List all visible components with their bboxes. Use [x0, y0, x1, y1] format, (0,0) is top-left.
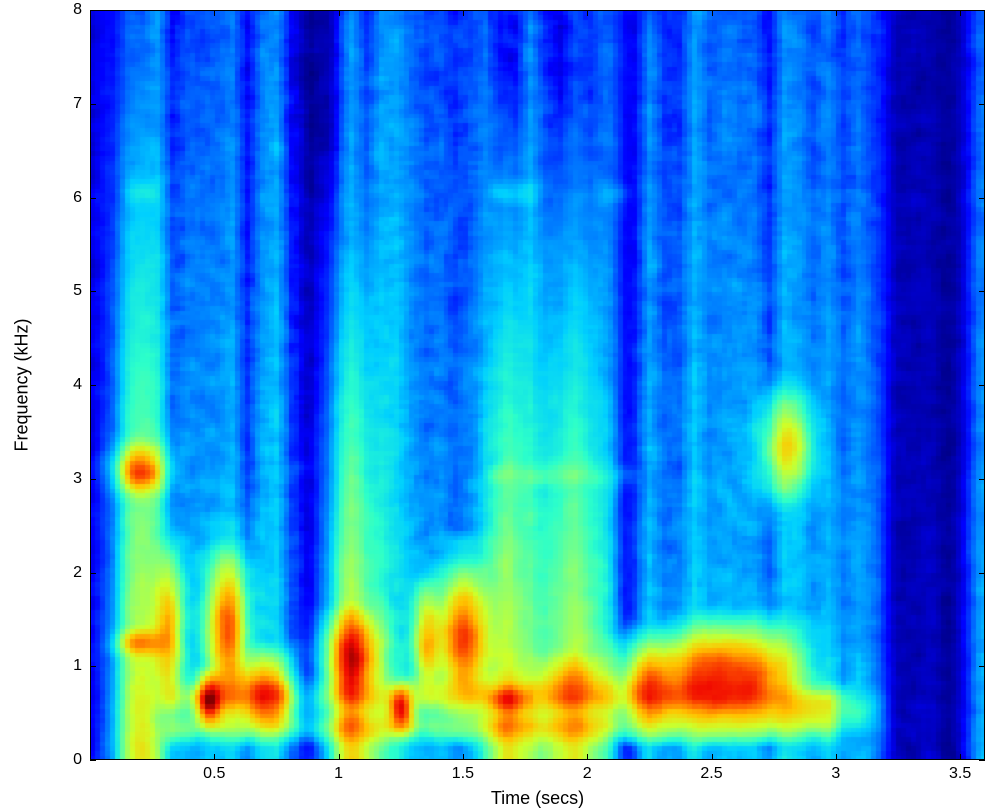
- y-tick-mark-right: [979, 385, 985, 386]
- y-tick-mark-right: [979, 10, 985, 11]
- x-tick-mark: [960, 754, 961, 760]
- y-tick-mark-right: [979, 198, 985, 199]
- x-tick-mark-top: [712, 10, 713, 16]
- x-tick-label: 1: [334, 765, 343, 783]
- x-tick-mark-top: [960, 10, 961, 16]
- x-tick-label: 2.5: [700, 765, 722, 783]
- y-tick-mark: [90, 104, 96, 105]
- y-tick-mark-right: [979, 291, 985, 292]
- y-tick-mark-right: [979, 104, 985, 105]
- y-tick-mark-right: [979, 573, 985, 574]
- x-tick-mark: [214, 754, 215, 760]
- x-tick-mark: [712, 754, 713, 760]
- x-tick-label: 0.5: [203, 765, 225, 783]
- x-tick-label: 1.5: [452, 765, 474, 783]
- y-tick-mark: [90, 573, 96, 574]
- y-tick-mark: [90, 760, 96, 761]
- x-tick-label: 2: [583, 765, 592, 783]
- x-tick-mark: [836, 754, 837, 760]
- x-tick-mark: [463, 754, 464, 760]
- x-tick-label: 3: [831, 765, 840, 783]
- x-tick-mark: [587, 754, 588, 760]
- y-tick-mark: [90, 291, 96, 292]
- y-tick-label: 7: [73, 95, 82, 113]
- y-tick-mark: [90, 479, 96, 480]
- y-tick-label: 2: [73, 564, 82, 582]
- x-tick-mark-top: [463, 10, 464, 16]
- y-tick-mark-right: [979, 666, 985, 667]
- y-tick-label: 1: [73, 657, 82, 675]
- x-tick-mark-top: [214, 10, 215, 16]
- y-tick-label: 8: [73, 1, 82, 19]
- y-tick-mark: [90, 198, 96, 199]
- x-tick-label: 3.5: [949, 765, 971, 783]
- y-tick-mark: [90, 10, 96, 11]
- spectrogram-plot: [90, 10, 985, 760]
- x-tick-mark-top: [587, 10, 588, 16]
- y-tick-mark-right: [979, 760, 985, 761]
- y-tick-mark: [90, 385, 96, 386]
- x-axis-label: Time (secs): [491, 788, 584, 809]
- spectrogram-canvas: [90, 10, 985, 760]
- x-tick-mark-top: [339, 10, 340, 16]
- x-tick-mark: [339, 754, 340, 760]
- y-axis-label: Frequency (kHz): [12, 318, 33, 451]
- y-tick-label: 3: [73, 470, 82, 488]
- y-tick-label: 4: [73, 376, 82, 394]
- y-tick-label: 6: [73, 189, 82, 207]
- x-tick-mark-top: [836, 10, 837, 16]
- y-tick-label: 5: [73, 282, 82, 300]
- y-tick-mark: [90, 666, 96, 667]
- y-tick-mark-right: [979, 479, 985, 480]
- y-tick-label: 0: [73, 751, 82, 769]
